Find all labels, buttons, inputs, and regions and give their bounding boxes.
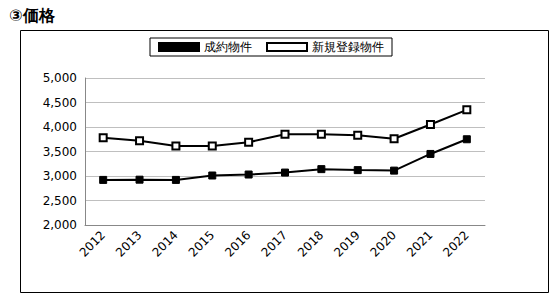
svg-text:2019: 2019 [331,228,362,259]
svg-text:3,500: 3,500 [43,145,77,159]
svg-text:3,000: 3,000 [43,169,77,183]
svg-text:2021: 2021 [404,228,435,259]
svg-text:4,000: 4,000 [43,120,77,134]
svg-text:4,500: 4,500 [43,96,77,110]
svg-text:2016: 2016 [222,228,253,259]
svg-text:2014: 2014 [149,228,180,259]
svg-text:③価格: ③価格 [9,6,56,25]
svg-text:2,000: 2,000 [43,218,77,232]
svg-text:5,000: 5,000 [43,71,77,85]
svg-text:2012: 2012 [77,228,108,259]
svg-text:新規登録物件: 新規登録物件 [312,40,384,54]
svg-text:2020: 2020 [368,228,399,259]
svg-text:2018: 2018 [295,228,326,259]
svg-text:2015: 2015 [186,228,217,259]
svg-text:成約物件: 成約物件 [204,40,252,54]
svg-text:2,500: 2,500 [43,194,77,208]
svg-text:2017: 2017 [258,228,289,259]
svg-text:2022: 2022 [440,228,471,259]
svg-text:2013: 2013 [113,228,144,259]
